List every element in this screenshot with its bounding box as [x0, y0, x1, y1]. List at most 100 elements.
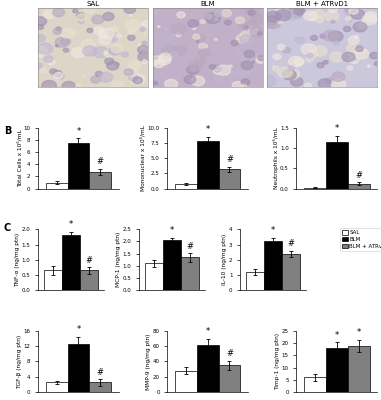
Circle shape: [56, 45, 58, 47]
Circle shape: [103, 12, 114, 20]
Circle shape: [83, 46, 97, 56]
Circle shape: [61, 28, 74, 38]
Bar: [348, 184, 370, 189]
Bar: [80, 270, 98, 290]
Bar: [326, 348, 348, 392]
Circle shape: [162, 46, 177, 56]
Circle shape: [328, 31, 343, 42]
Circle shape: [53, 28, 61, 34]
Circle shape: [364, 12, 378, 22]
Circle shape: [77, 13, 85, 19]
Circle shape: [258, 32, 262, 35]
Circle shape: [235, 72, 238, 75]
Bar: [197, 345, 219, 392]
Circle shape: [265, 16, 278, 25]
Circle shape: [56, 27, 61, 30]
Bar: [62, 235, 80, 290]
Circle shape: [295, 38, 298, 40]
Circle shape: [312, 10, 325, 19]
Circle shape: [98, 32, 107, 38]
Bar: [326, 142, 348, 189]
Circle shape: [306, 53, 313, 58]
Bar: [304, 188, 326, 189]
Bar: [90, 172, 111, 189]
Circle shape: [239, 22, 246, 28]
Circle shape: [54, 70, 62, 76]
Circle shape: [367, 65, 370, 67]
Circle shape: [315, 16, 324, 23]
Circle shape: [215, 18, 218, 21]
Circle shape: [286, 10, 299, 20]
Circle shape: [200, 20, 206, 24]
Circle shape: [290, 77, 303, 86]
Circle shape: [173, 45, 187, 55]
Circle shape: [248, 10, 255, 15]
Circle shape: [246, 21, 257, 29]
Circle shape: [43, 10, 55, 18]
Circle shape: [294, 58, 304, 65]
Circle shape: [240, 35, 252, 44]
Circle shape: [241, 55, 253, 64]
Circle shape: [73, 9, 78, 13]
Circle shape: [359, 53, 362, 56]
Circle shape: [238, 53, 242, 56]
Circle shape: [82, 75, 85, 77]
Bar: [46, 182, 67, 189]
Circle shape: [107, 61, 118, 70]
Circle shape: [43, 56, 53, 62]
Bar: [219, 365, 240, 392]
Y-axis label: MCP-1 (ng/mg ptn): MCP-1 (ng/mg ptn): [116, 232, 121, 288]
Circle shape: [153, 60, 165, 68]
Circle shape: [176, 33, 181, 37]
Circle shape: [37, 25, 43, 29]
Circle shape: [354, 35, 358, 39]
Circle shape: [349, 56, 359, 64]
Circle shape: [109, 48, 117, 54]
Circle shape: [215, 11, 222, 16]
Circle shape: [93, 27, 104, 34]
Circle shape: [222, 10, 231, 17]
Circle shape: [104, 52, 108, 54]
Circle shape: [346, 17, 351, 20]
Circle shape: [244, 50, 255, 58]
Bar: [348, 346, 370, 392]
Circle shape: [104, 50, 114, 57]
Circle shape: [111, 44, 123, 53]
Circle shape: [333, 41, 339, 45]
Bar: [181, 257, 199, 290]
Circle shape: [197, 41, 199, 42]
Text: *: *: [170, 226, 174, 235]
Circle shape: [125, 67, 137, 76]
Circle shape: [95, 72, 102, 76]
Circle shape: [249, 27, 258, 34]
Text: *: *: [76, 126, 81, 136]
Circle shape: [142, 42, 147, 45]
Circle shape: [47, 59, 55, 65]
Circle shape: [69, 30, 76, 34]
Bar: [197, 141, 219, 189]
Bar: [90, 382, 111, 392]
Circle shape: [362, 14, 377, 24]
Circle shape: [143, 32, 147, 34]
Circle shape: [296, 37, 304, 43]
Bar: [282, 254, 299, 290]
Circle shape: [50, 69, 57, 74]
Circle shape: [125, 20, 141, 31]
Circle shape: [235, 17, 245, 24]
Circle shape: [61, 38, 70, 45]
Circle shape: [184, 75, 196, 84]
Title: BLM: BLM: [200, 1, 215, 7]
Text: #: #: [355, 171, 362, 180]
Text: #: #: [186, 242, 193, 250]
Bar: [304, 377, 326, 392]
Circle shape: [243, 40, 245, 42]
Circle shape: [105, 58, 114, 64]
Circle shape: [199, 43, 207, 50]
Circle shape: [138, 46, 149, 54]
Circle shape: [330, 52, 344, 62]
Circle shape: [325, 11, 339, 21]
Circle shape: [348, 36, 359, 44]
Circle shape: [54, 72, 62, 79]
Circle shape: [55, 38, 69, 47]
Circle shape: [209, 64, 216, 69]
